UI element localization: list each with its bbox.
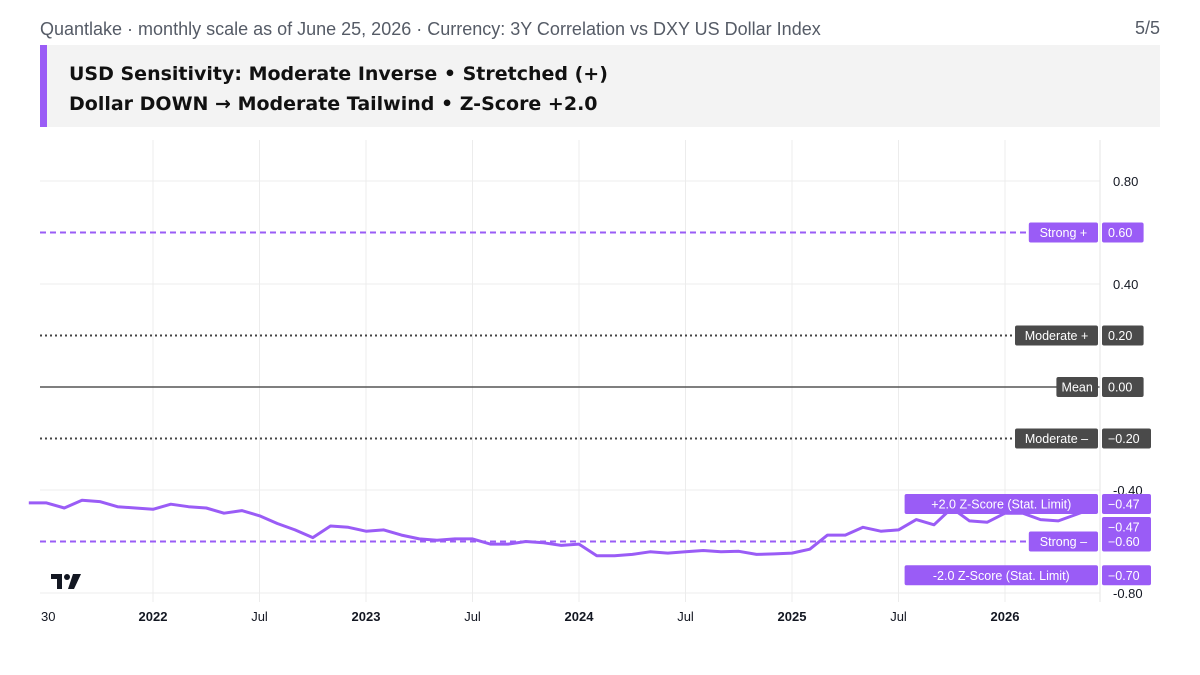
zscore-upper-tag-name-bg	[904, 494, 1098, 515]
x-tick-label: Jul	[464, 609, 481, 624]
reference-tag-name-bg	[1056, 377, 1098, 397]
banner-line-sensitivity: USD Sensitivity: Moderate Inverse • Stre…	[69, 63, 608, 85]
last-value-tag-bg	[1102, 517, 1151, 538]
reference-tag-value-bg	[1102, 428, 1151, 449]
y-tick-label: 0.40	[1113, 277, 1138, 292]
x-tick-label: 2026	[991, 609, 1020, 624]
reference-tag-name-bg	[1028, 222, 1098, 243]
reference-tag-value: −0.20	[1108, 432, 1140, 446]
reference-tag-value-bg	[1102, 222, 1144, 243]
x-tick-label: 2024	[565, 609, 595, 624]
y-tick-label: 0.80	[1113, 174, 1138, 189]
zscore-upper-tag-value-bg	[1102, 494, 1151, 515]
zscore-lower-tag-value-bg	[1102, 565, 1151, 586]
x-tick-label: Jul	[677, 609, 694, 624]
reference-tag-value: 0.00	[1108, 381, 1132, 395]
zscore-lower-tag-name-bg	[904, 565, 1098, 586]
reference-tag-value-bg	[1102, 325, 1144, 346]
chart-header-title: Quantlake · monthly scale as of June 25,…	[40, 19, 821, 39]
reference-tag-name: Mean	[1062, 381, 1093, 395]
x-tick-label: 2025	[778, 609, 807, 624]
zscore-lower-tag-value: −0.70	[1108, 569, 1140, 583]
banner-line-zscore: Dollar DOWN → Moderate Tailwind • Z-Scor…	[69, 93, 598, 115]
reference-tag-value: −0.60	[1108, 535, 1140, 549]
reference-tag-value-bg	[1102, 377, 1144, 397]
y-tick-label: -0.80	[1113, 586, 1143, 601]
summary-banner: USD Sensitivity: Moderate Inverse • Stre…	[40, 45, 1160, 127]
reference-tag-name: Strong +	[1040, 226, 1088, 240]
zscore-upper-tag-value: −0.47	[1108, 498, 1140, 512]
x-tick-label: 2023	[352, 609, 381, 624]
reference-tag-value: 0.60	[1108, 226, 1132, 240]
x-tick-label: Jul	[890, 609, 907, 624]
reference-tag-name: Moderate –	[1025, 432, 1088, 446]
x-tick-label: Jul	[251, 609, 268, 624]
x-tick-label: 30	[41, 609, 55, 624]
reference-tag-name-bg	[1015, 428, 1098, 449]
reference-tag-name-bg	[1015, 325, 1098, 346]
reference-tag-value: 0.20	[1108, 329, 1132, 343]
reference-tag-name-bg	[1028, 531, 1098, 552]
reference-tag-name: Strong –	[1040, 535, 1087, 549]
x-tick-label: 2022	[139, 609, 168, 624]
reference-tag-name: Moderate +	[1025, 329, 1089, 343]
zscore-lower-tag-name: -2.0 Z-Score (Stat. Limit)	[933, 569, 1070, 583]
page-indicator: 5/5	[1134, 18, 1160, 38]
last-value-tag: −0.47	[1108, 521, 1140, 535]
tradingview-logo-icon	[50, 572, 82, 595]
zscore-upper-tag-name: +2.0 Z-Score (Stat. Limit)	[931, 498, 1071, 512]
